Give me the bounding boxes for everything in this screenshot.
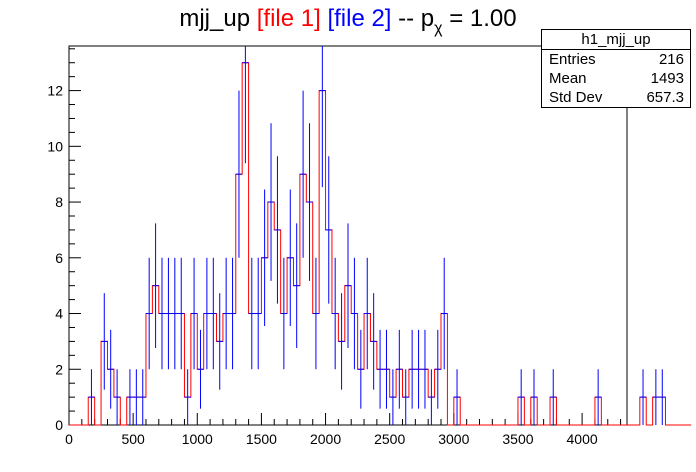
x-tick-label: 3000 [438,431,469,447]
stats-entries-row: Entries 216 [542,50,690,69]
y-tick-label: 6 [55,250,63,266]
y-tick-label: 12 [47,83,63,99]
stats-mean-value: 1493 [650,70,684,87]
stats-box-title: h1_mjj_up [542,30,690,50]
title-hist-name: mjj_up [179,5,251,32]
chart-title: mjj_up [file 1] [file 2] -- pχ = 1.00 [0,2,696,46]
y-tick-label: 10 [47,138,63,154]
title-pchi-subscript: χ [434,20,443,37]
axis-ticks [68,48,622,426]
x-tick-label: 3500 [502,431,533,447]
y-tick-label: 8 [55,194,63,210]
stats-box: h1_mjj_up Entries 216 Mean 1493 Std Dev … [541,29,691,108]
plot-frame [68,45,628,426]
x-tick-labels: 0 500 1000 1500 2000 2500 3000 3500 4000 [65,431,598,447]
y-tick-label: 4 [55,306,63,322]
y-tick-labels: 0 2 4 6 8 10 12 [47,83,63,433]
x-tick-label: 4000 [567,431,598,447]
x-tick-label: 0 [65,431,73,447]
stats-mean-label: Mean [549,70,587,87]
title-pchi-value: = 1.00 [449,5,517,32]
file2-bin-markers [88,62,666,398]
x-tick-label: 2000 [310,431,341,447]
x-tick-label: 500 [121,431,145,447]
title-pchi-prefix: -- p [398,5,435,32]
title-file1-label: [file 1] [256,5,321,32]
title-file2-label: [file 2] [327,5,392,32]
stats-stddev-value: 657.3 [646,89,684,106]
stats-stddev-row: Std Dev 657.3 [542,88,690,107]
x-tick-label: 1000 [182,431,213,447]
stats-entries-value: 216 [658,51,684,68]
stats-mean-row: Mean 1493 [542,69,690,88]
y-tick-label: 0 [55,417,63,433]
x-tick-label: 2500 [374,431,405,447]
stats-stddev-label: Std Dev [549,89,603,106]
stats-entries-label: Entries [549,51,596,68]
y-tick-label: 2 [55,361,63,377]
x-tick-label: 1500 [246,431,277,447]
